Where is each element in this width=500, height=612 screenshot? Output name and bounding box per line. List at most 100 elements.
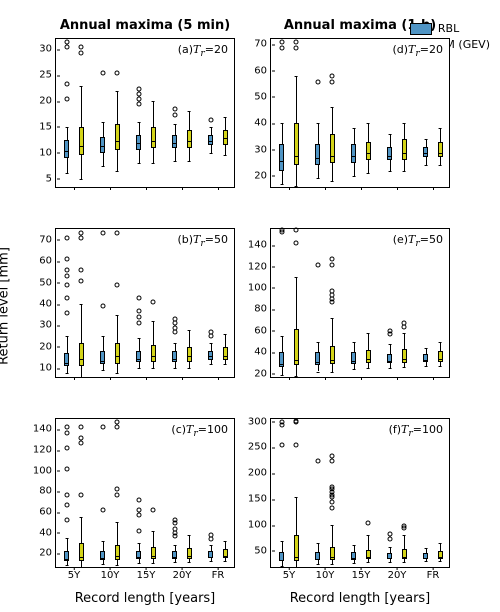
outlier xyxy=(172,107,177,112)
outlier xyxy=(100,231,105,236)
outlier xyxy=(64,40,69,45)
xtick: 5Y xyxy=(68,567,80,581)
outlier xyxy=(315,79,320,84)
outlier xyxy=(136,315,141,320)
box-rbl xyxy=(136,351,141,362)
ytick: 10 xyxy=(39,363,56,374)
xtick: 15Y xyxy=(137,567,156,581)
outlier xyxy=(115,71,120,76)
ytick: 80 xyxy=(254,304,271,315)
ytick: 50 xyxy=(39,277,56,288)
outlier xyxy=(136,528,141,533)
box-am xyxy=(294,123,299,165)
panel-d: 203040506070(d)Tr=20 xyxy=(270,38,450,188)
box-am xyxy=(366,350,371,363)
box-am xyxy=(438,351,443,362)
outlier xyxy=(136,321,141,326)
outlier xyxy=(100,508,105,513)
ytick: 60 xyxy=(254,65,271,76)
outlier xyxy=(64,81,69,86)
box-am xyxy=(223,130,228,146)
box-rbl xyxy=(423,553,428,559)
xtick: 10Y xyxy=(316,567,335,581)
outlier xyxy=(64,425,69,430)
box-rbl xyxy=(100,137,105,153)
y-axis-label: Return level [mm] xyxy=(0,247,12,365)
ytick: 15 xyxy=(39,121,56,132)
outlier xyxy=(279,45,284,50)
ytick: 10 xyxy=(39,147,56,158)
outlier xyxy=(330,296,335,301)
xtick: 10Y xyxy=(101,567,120,581)
outlier xyxy=(79,267,84,272)
xtick: FR xyxy=(212,567,225,581)
outlier xyxy=(387,532,392,537)
outlier xyxy=(151,508,156,513)
outlier xyxy=(136,86,141,91)
ytick: 40 xyxy=(39,299,56,310)
ytick: 40 xyxy=(254,118,271,129)
box-am xyxy=(402,349,407,363)
outlier xyxy=(79,45,84,50)
box-rbl xyxy=(423,354,428,362)
box-am xyxy=(330,547,335,560)
box-am xyxy=(223,549,228,557)
box-rbl xyxy=(136,551,141,558)
outlier xyxy=(64,97,69,102)
outlier xyxy=(136,97,141,102)
outlier xyxy=(294,418,299,423)
outlier xyxy=(79,440,84,445)
outlier xyxy=(330,500,335,505)
box-rbl xyxy=(100,351,105,364)
box-am xyxy=(187,130,192,148)
outlier xyxy=(330,458,335,463)
box-rbl xyxy=(387,354,392,363)
outlier xyxy=(79,235,84,240)
ytick: 140 xyxy=(33,424,56,435)
outlier xyxy=(330,505,335,510)
box-rbl xyxy=(387,147,392,160)
outlier xyxy=(172,526,177,531)
outlier xyxy=(315,262,320,267)
box-rbl xyxy=(279,552,284,561)
outlier xyxy=(115,425,120,430)
outlier xyxy=(64,466,69,471)
ytick: 50 xyxy=(254,91,271,102)
outlier xyxy=(115,487,120,492)
outlier xyxy=(136,508,141,513)
panel-label: (d)Tr=20 xyxy=(392,43,443,59)
box-am xyxy=(187,548,192,558)
outlier xyxy=(115,231,120,236)
outlier xyxy=(79,435,84,440)
ytick: 100 xyxy=(248,282,271,293)
outlier xyxy=(366,521,371,526)
outlier xyxy=(208,117,213,122)
box-am xyxy=(115,343,120,364)
ytick: 120 xyxy=(248,261,271,272)
ytick: 140 xyxy=(248,240,271,251)
panel-e: 20406080100120140(e)Tr=50 xyxy=(270,228,450,378)
ytick: 60 xyxy=(254,325,271,336)
box-am xyxy=(151,547,156,558)
xtick: 20Y xyxy=(173,567,192,581)
panel-b: 10203040506070(b)Tr=50 xyxy=(55,228,235,378)
outlier xyxy=(172,330,177,335)
box-rbl xyxy=(136,135,141,151)
outlier xyxy=(151,300,156,305)
outlier xyxy=(136,308,141,313)
box-am xyxy=(402,549,407,559)
outlier xyxy=(136,513,141,518)
outlier xyxy=(100,304,105,309)
column-title: Annual maxima (5 min) xyxy=(55,18,235,33)
ytick: 40 xyxy=(39,527,56,538)
box-rbl xyxy=(208,351,213,360)
ytick: 80 xyxy=(39,486,56,497)
outlier xyxy=(330,453,335,458)
outlier xyxy=(64,45,69,50)
box-rbl xyxy=(64,551,69,560)
ytick: 200 xyxy=(248,468,271,479)
panel-label: (f)Tr=100 xyxy=(389,423,443,439)
ytick: 150 xyxy=(248,494,271,505)
box-am xyxy=(294,329,299,365)
box-am xyxy=(366,550,371,559)
